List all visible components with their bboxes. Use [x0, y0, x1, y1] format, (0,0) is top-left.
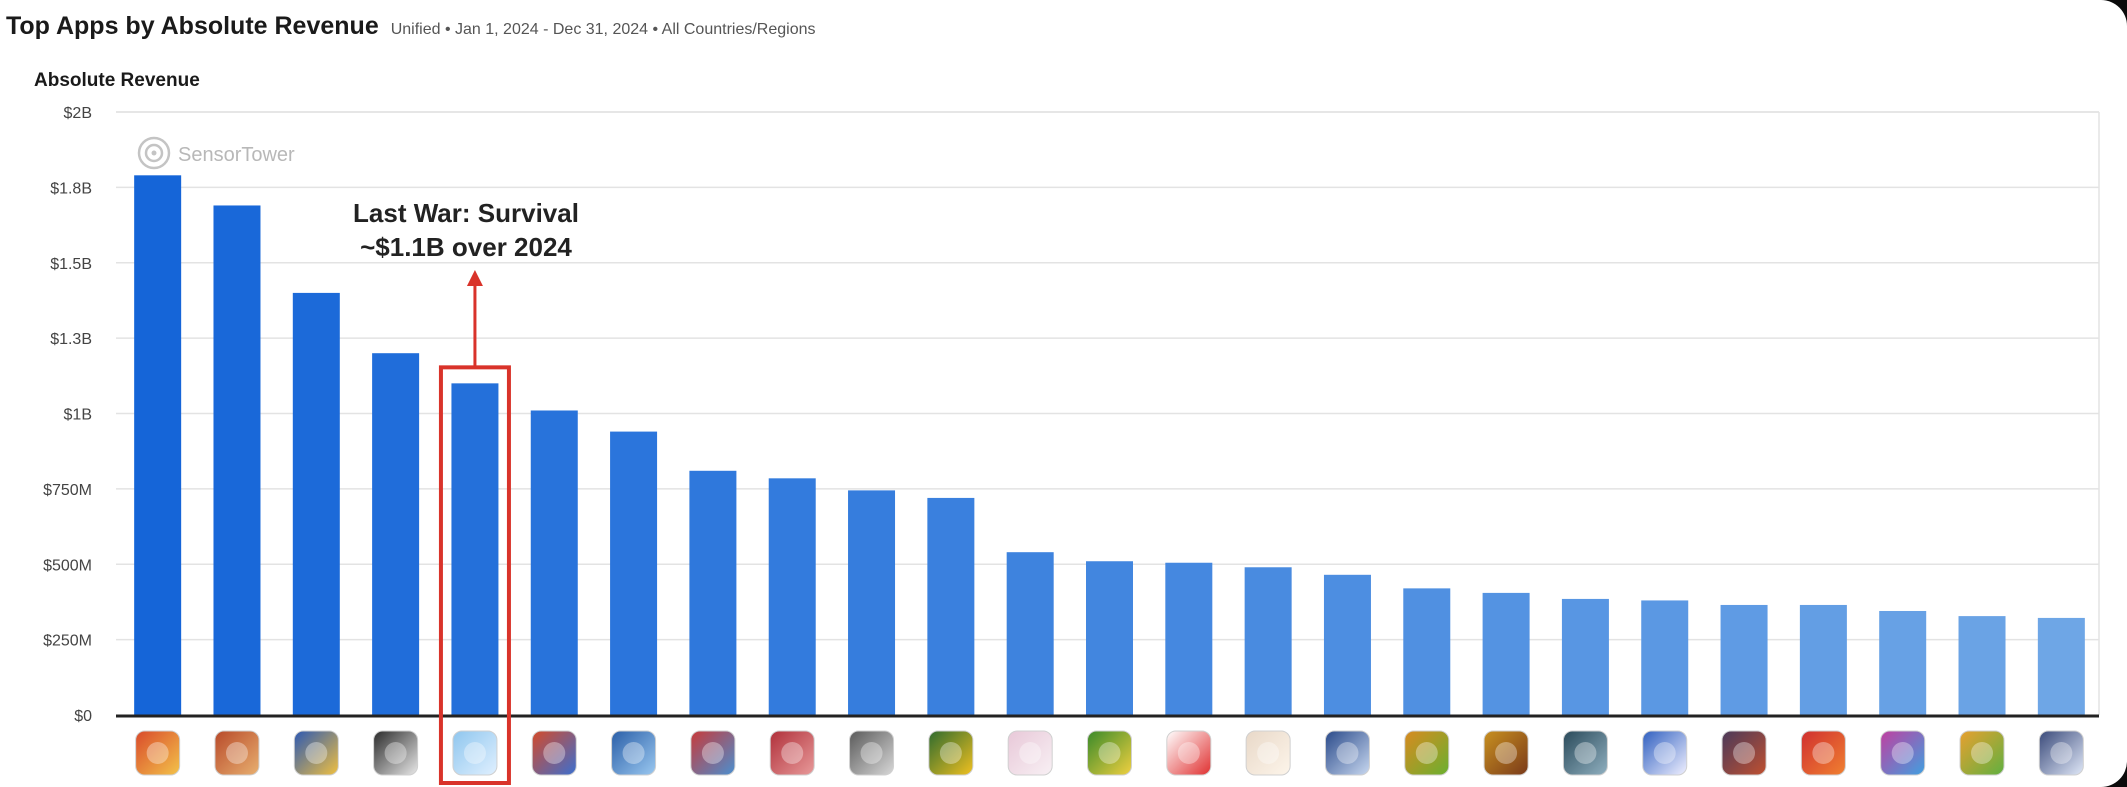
bar-17 — [1403, 588, 1451, 715]
y-tick-label: $250M — [43, 633, 92, 650]
bar-13 — [1086, 561, 1133, 715]
bar-8 — [689, 470, 737, 715]
bar-3 — [292, 292, 340, 715]
app-icon-17 — [1404, 730, 1450, 776]
sensor-tower-logo-icon — [137, 136, 171, 170]
app-icon-23 — [1880, 730, 1926, 776]
app-icon-24 — [1959, 730, 2005, 776]
app-icon-11 — [928, 730, 974, 776]
annotation-arrow-head — [466, 270, 483, 286]
app-icon-8 — [690, 730, 736, 776]
bar-10 — [848, 490, 896, 715]
bar-20 — [1641, 600, 1689, 715]
y-tick-label: $1B — [64, 407, 92, 424]
bar-5 — [451, 383, 499, 715]
app-icon-13 — [1087, 730, 1132, 776]
app-icon-6 — [531, 730, 577, 776]
roblox-icon — [373, 730, 419, 776]
bar-24 — [1958, 616, 2006, 715]
app-icon-22 — [1800, 730, 1846, 776]
bar-14 — [1165, 562, 1213, 715]
y-tick-label: $1.5B — [50, 256, 92, 273]
bar-4 — [372, 353, 420, 715]
last-war-survival-icon — [452, 730, 498, 776]
pokemon-go-icon — [1166, 730, 1212, 776]
bar-16 — [1323, 574, 1371, 715]
app-icon-21 — [1721, 730, 1767, 776]
app-icon-25 — [2038, 730, 2084, 776]
bar-1 — [134, 175, 182, 715]
annotation: Last War: Survival ~$1.1B over 2024 — [353, 198, 579, 368]
bar-18 — [1482, 592, 1530, 715]
app-icon-9 — [769, 730, 815, 776]
bar-22 — [1799, 604, 1847, 715]
bar-11 — [927, 497, 975, 715]
app-icons — [135, 730, 2084, 776]
bars — [134, 175, 2085, 715]
app-icon-1 — [135, 730, 181, 776]
y-tick-label: $750M — [43, 482, 92, 499]
app-icon-7 — [611, 730, 657, 776]
app-icon-16 — [1324, 730, 1370, 776]
y-tick-label: $2B — [64, 105, 92, 122]
bar-6 — [530, 410, 578, 715]
grid-lines — [116, 111, 2100, 715]
y-tick-label: $1.3B — [50, 331, 92, 348]
bar-15 — [1244, 567, 1292, 715]
y-axis-ticks: $0 $250M $500M $750M $1B $1.3B $1.5B $1.8B $2B — [43, 105, 92, 725]
app-icon-10 — [849, 730, 895, 776]
bar-23 — [1879, 610, 1927, 715]
bar-9 — [768, 478, 816, 715]
y-tick-label: $500M — [43, 557, 92, 574]
bar-19 — [1561, 598, 1609, 715]
chart-title: Top Apps by Absolute Revenue — [6, 12, 379, 40]
y-tick-label: $1.8B — [50, 180, 92, 197]
app-icon-3 — [293, 730, 339, 776]
watermark: SensorTower — [137, 136, 295, 170]
app-icon-12 — [1007, 730, 1053, 776]
watermark-text: SensorTower — [178, 144, 295, 166]
chart-subtitle: Unified • Jan 1, 2024 - Dec 31, 2024 • A… — [390, 21, 816, 38]
annotation-line-2: ~$1.1B over 2024 — [360, 232, 572, 262]
y-tick-label: $0 — [74, 708, 92, 725]
app-icon-2 — [214, 730, 260, 776]
app-icon-19 — [1562, 730, 1608, 776]
highlight-box — [438, 365, 511, 785]
y-axis-title: Absolute Revenue — [34, 70, 200, 91]
annotation-line-1: Last War: Survival — [353, 198, 579, 228]
app-icon-15 — [1245, 730, 1291, 776]
chart-header: Top Apps by Absolute Revenue Unified • J… — [6, 12, 816, 41]
app-icon-20 — [1642, 730, 1688, 776]
bar-25 — [2037, 617, 2085, 715]
bar-21 — [1720, 604, 1768, 715]
bar-7 — [610, 431, 658, 715]
bar-12 — [1006, 552, 1054, 715]
app-icon-18 — [1483, 730, 1529, 776]
bar-2 — [213, 205, 261, 715]
